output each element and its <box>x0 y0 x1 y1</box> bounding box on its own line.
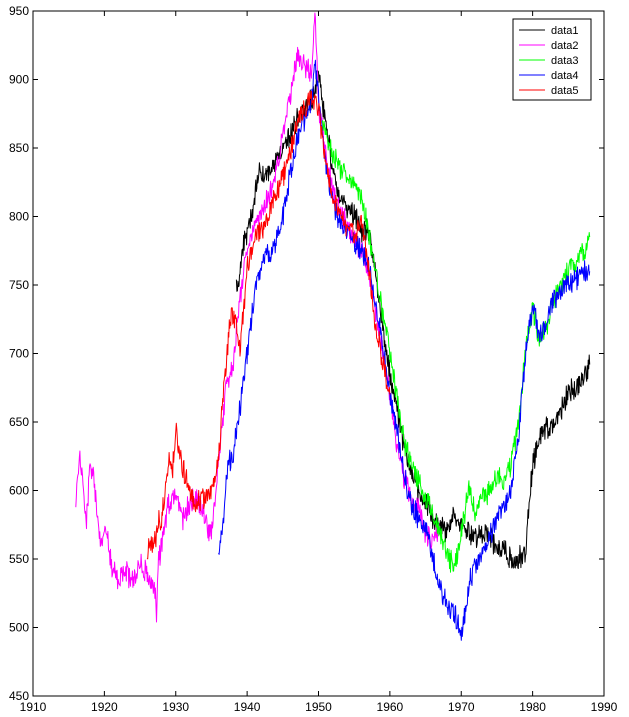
x-tick-label: 1960 <box>377 700 404 714</box>
plot-series-group <box>75 12 591 641</box>
y-tick-label: 700 <box>9 347 29 361</box>
x-tick-label: 1930 <box>162 700 189 714</box>
x-tick-label: 1920 <box>91 700 118 714</box>
legend-label-data2: data2 <box>551 40 579 52</box>
y-tick-label: 550 <box>9 552 29 566</box>
y-tick-label: 450 <box>9 689 29 703</box>
legend-label-data3: data3 <box>551 55 579 67</box>
x-tick-label: 1970 <box>448 700 475 714</box>
x-tick-label: 1910 <box>20 700 47 714</box>
x-tick-label: 1940 <box>234 700 261 714</box>
legend-label-data4: data4 <box>551 70 579 82</box>
y-tick-label: 750 <box>9 278 29 292</box>
legend-label-data5: data5 <box>551 85 579 97</box>
y-tick-label: 850 <box>9 141 29 155</box>
series-line-data3 <box>321 120 591 573</box>
y-tick-label: 950 <box>9 4 29 18</box>
series-line-data2 <box>75 12 441 623</box>
legend-label-data1: data1 <box>551 25 579 37</box>
x-tick-label: 1980 <box>519 700 546 714</box>
y-tick-label: 800 <box>9 210 29 224</box>
series-line-data5 <box>146 90 391 560</box>
y-tick-label: 600 <box>9 484 29 498</box>
legend: data1 data2 data3 data4 data5 <box>512 18 592 101</box>
series-line-data4 <box>218 59 591 641</box>
y-tick-label: 650 <box>9 415 29 429</box>
y-tick-label: 900 <box>9 73 29 87</box>
x-tick-label: 1990 <box>591 700 618 714</box>
y-tick-label: 500 <box>9 621 29 635</box>
x-tick-label: 1950 <box>305 700 332 714</box>
axes-group: 1910 1920 1930 1940 1950 1960 1970 1980 1990 450 5… <box>9 4 618 714</box>
